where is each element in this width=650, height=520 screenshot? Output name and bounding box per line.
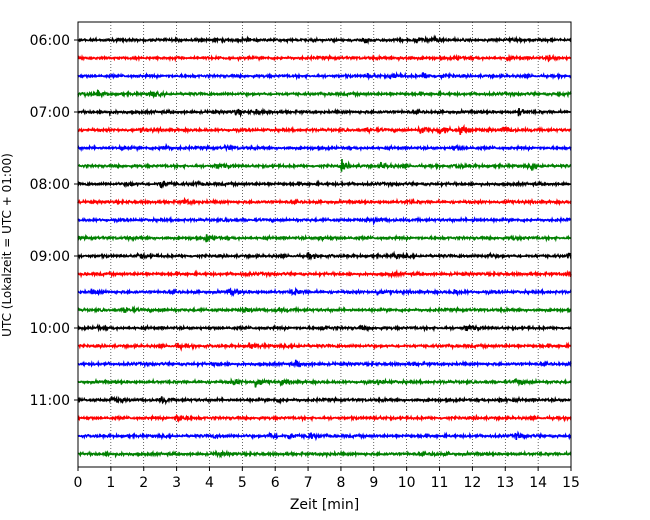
- x-tick-label: 7: [304, 475, 313, 491]
- y-axis-ticks: 06:00 07:00 08:00 09:00 10:00 11:00: [30, 33, 78, 409]
- trace-line: [77, 89, 572, 100]
- trace-line: [77, 449, 572, 459]
- y-tick-label: 08:00: [30, 177, 70, 193]
- trace-line: [77, 305, 572, 315]
- trace-line: [77, 107, 572, 118]
- trace-line: [77, 323, 572, 333]
- trace-line: [77, 430, 572, 442]
- trace-line: [77, 268, 572, 279]
- y-axis-label: UTC (Lokalzeit = UTC + 01:00): [0, 153, 14, 337]
- x-tick-label: 0: [74, 475, 83, 491]
- trace-line: [77, 142, 572, 153]
- x-tick-label: 11: [431, 475, 449, 491]
- trace-line: [77, 233, 572, 243]
- x-tick-label: 13: [496, 475, 514, 491]
- x-axis-ticks: 0 1 2 3 4 5 6 7 8 9 10 11 12 13 14 15: [74, 467, 580, 491]
- trace-line: [77, 196, 572, 207]
- x-axis-label: Zeit [min]: [290, 497, 359, 513]
- x-tick-label: 2: [139, 475, 148, 491]
- trace-line: [77, 341, 572, 352]
- seismic-traces: [77, 34, 572, 459]
- x-tick-label: 15: [562, 475, 580, 491]
- trace-line: [77, 179, 572, 189]
- x-tick-label: 12: [463, 475, 481, 491]
- x-tick-label: 10: [398, 475, 416, 491]
- trace-line: [77, 34, 572, 45]
- x-tick-label: 8: [336, 475, 345, 491]
- x-tick-label: 1: [106, 475, 115, 491]
- trace-line: [77, 158, 572, 172]
- trace-line: [77, 123, 572, 135]
- trace-line: [77, 215, 572, 226]
- trace-line: [77, 53, 572, 63]
- trace-line: [77, 286, 572, 297]
- plot-frame: [77, 21, 572, 468]
- trace-line: [77, 413, 572, 424]
- y-tick-label: 11:00: [30, 393, 70, 409]
- x-tick-label: 6: [271, 475, 280, 491]
- trace-line: [77, 377, 572, 388]
- grid-lines: [110, 22, 539, 467]
- trace-line: [77, 359, 572, 369]
- x-tick-label: 14: [529, 475, 547, 491]
- x-tick-label: 5: [238, 475, 247, 491]
- trace-line: [77, 250, 572, 261]
- trace-line: [77, 70, 572, 81]
- y-tick-label: 07:00: [30, 105, 70, 121]
- trace-line: [77, 395, 572, 406]
- x-tick-label: 3: [172, 475, 181, 491]
- x-tick-label: 4: [205, 475, 214, 491]
- y-tick-label: 09:00: [30, 249, 70, 265]
- y-tick-label: 06:00: [30, 33, 70, 49]
- y-tick-label: 10:00: [30, 321, 70, 337]
- x-tick-label: 9: [369, 475, 378, 491]
